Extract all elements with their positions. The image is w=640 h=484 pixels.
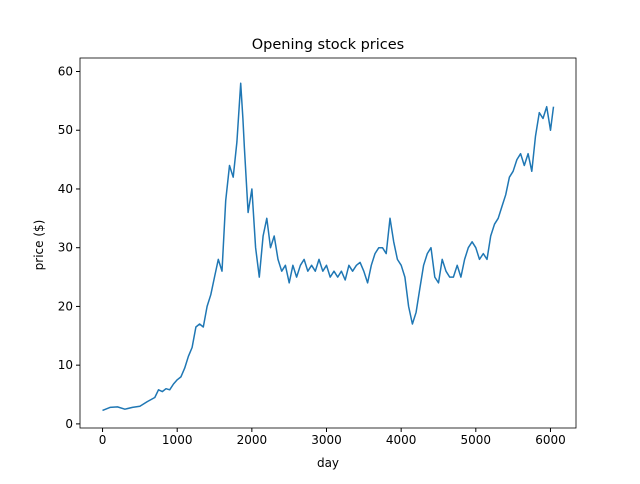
y-axis-label: price ($) xyxy=(32,220,46,271)
x-tick-label: 1000 xyxy=(162,433,193,447)
line-series xyxy=(102,82,555,412)
y-tick-label: 10 xyxy=(58,358,73,372)
x-tick-label: 3000 xyxy=(311,433,342,447)
x-tick-label: 2000 xyxy=(237,433,268,447)
x-tick-label: 6000 xyxy=(535,433,566,447)
x-axis-label: day xyxy=(317,456,339,470)
x-tick-label: 5000 xyxy=(461,433,492,447)
y-tick-label: 40 xyxy=(58,182,73,196)
chart-title: Opening stock prices xyxy=(252,37,405,53)
y-tick-label: 20 xyxy=(58,299,73,313)
x-tick-label: 4000 xyxy=(386,433,417,447)
y-tick-label: 0 xyxy=(65,417,73,431)
y-tick-label: 60 xyxy=(58,65,73,79)
y-tick-label: 50 xyxy=(58,123,73,137)
x-tick-label: 0 xyxy=(99,433,107,447)
y-tick-label: 30 xyxy=(58,241,73,255)
plot-frame xyxy=(79,57,577,429)
